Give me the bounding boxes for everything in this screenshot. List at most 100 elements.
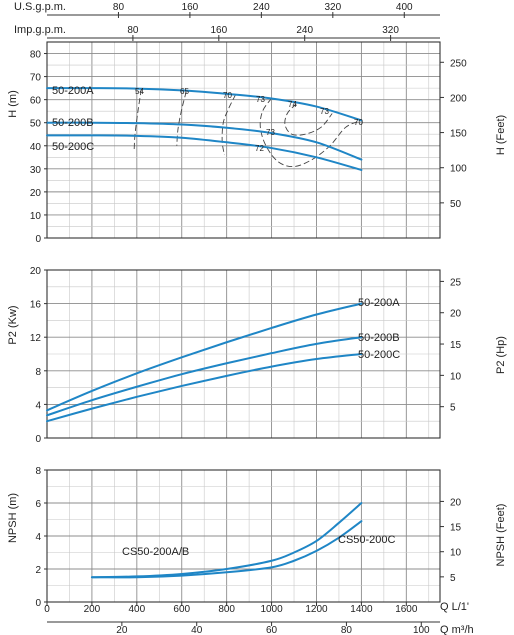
bottom-tick-label: 20 — [116, 625, 128, 635]
bottom-axes: 0 200 400 600 800 1000 1200 1400 1600 20 40 60 80 10… — [44, 601, 473, 635]
series-label-50-200A-head: 50-200A — [52, 85, 94, 97]
bottom-tick-label: 200 — [84, 604, 101, 615]
series-label-CS50-200C: CS50-200C — [338, 534, 396, 546]
y-tick-label-right: 5 — [450, 573, 456, 584]
head-y-label-right: H (Feet) — [495, 115, 507, 155]
usgpm-axis-label: U.S.g.p.m. — [14, 1, 66, 13]
eff-label: 70 — [354, 118, 363, 127]
efficiency-contour — [259, 97, 362, 168]
head-y-ticks-right: 50 100 150 200 250 — [440, 58, 467, 210]
bottom-tick-label: 1400 — [350, 604, 373, 615]
power-y-ticks: 0 4 8 12 16 20 — [30, 266, 47, 445]
y-tick-label-right: 5 — [450, 403, 456, 414]
y-tick-label: 30 — [30, 165, 42, 176]
npsh-y-label: NPSH (m) — [7, 493, 19, 543]
impgpm-axis-label: Imp.g.p.m. — [14, 24, 66, 36]
top-axes: U.S.g.p.m. Imp.g.p.m. 80 160 240 320 400 80 1… — [14, 1, 440, 41]
series-line-50-200A — [46, 302, 363, 412]
y-tick-label-right: 20 — [450, 497, 462, 508]
y-tick-label-right: 250 — [450, 58, 467, 69]
m3h-axis-label: Q m³/h — [440, 624, 474, 635]
power-y-ticks-right: 5 10 15 20 25 — [440, 277, 462, 414]
efficiency-contour — [284, 103, 333, 136]
eff-label: 74 — [288, 100, 297, 109]
y-tick-label-right: 150 — [450, 129, 467, 140]
y-tick-label: 16 — [30, 300, 42, 311]
efficiency-contour — [176, 91, 187, 146]
bottom-tick-label: 40 — [191, 625, 203, 635]
y-tick-label-right: 50 — [450, 199, 462, 210]
top-tick-label: 320 — [382, 25, 399, 36]
series-line-50-200C — [46, 353, 363, 423]
y-tick-label: 0 — [35, 598, 41, 609]
series-label-50-200B-head: 50-200B — [52, 117, 94, 129]
series-label-50-200A-power: 50-200A — [358, 297, 400, 309]
y-tick-label: 8 — [35, 466, 41, 477]
efficiency-contour — [133, 89, 142, 151]
y-tick-label-right: 20 — [450, 309, 462, 320]
power-y-label: P2 (Kw) — [7, 305, 19, 344]
npsh-y-ticks: 0 2 4 6 8 — [35, 466, 47, 609]
series-label-50-200C-power: 50-200C — [358, 349, 400, 361]
top-tick-label: 160 — [210, 25, 227, 36]
y-tick-label: 2 — [35, 565, 41, 576]
y-tick-label: 6 — [35, 499, 41, 510]
y-tick-label-right: 25 — [450, 277, 462, 288]
y-tick-label: 12 — [30, 333, 42, 344]
y-tick-label: 70 — [30, 73, 42, 84]
efficiency-contours — [133, 89, 362, 168]
bottom-tick-label: 100 — [413, 625, 430, 635]
y-tick-label-right: 10 — [450, 371, 462, 382]
series-line-50-200A — [46, 87, 363, 122]
eff-label: 73 — [256, 95, 265, 104]
y-tick-label-right: 15 — [450, 523, 462, 534]
usgpm-ticks: 80 160 240 320 400 — [47, 2, 440, 18]
y-tick-label: 40 — [30, 142, 42, 153]
bottom-tick-label: 600 — [173, 604, 190, 615]
power-curves — [46, 302, 363, 423]
plot-frame — [46, 269, 441, 439]
y-tick-label: 10 — [30, 211, 42, 222]
y-tick-label: 60 — [30, 96, 42, 107]
top-tick-label: 240 — [296, 25, 313, 36]
y-tick-label-right: 15 — [450, 340, 462, 351]
eff-label: 73 — [266, 128, 275, 137]
power-grid — [46, 269, 441, 439]
head-y-ticks: 0 10 20 30 40 50 60 70 80 — [30, 50, 47, 245]
eff-label: 73 — [320, 107, 329, 116]
bottom-tick-label: 0 — [44, 604, 50, 615]
plot-frame — [46, 41, 441, 239]
series-line-50-200B — [46, 336, 363, 417]
eff-label: 70 — [223, 91, 232, 100]
bottom-tick-label: 1000 — [260, 604, 283, 615]
top-tick-label: 400 — [396, 2, 413, 13]
top-tick-label: 320 — [324, 2, 341, 13]
power-y-label-right: P2 (Hp) — [495, 336, 507, 374]
lpm-ticks: 0 200 400 600 800 1000 1200 1400 1600 — [44, 602, 418, 615]
top-tick-label: 160 — [182, 2, 199, 13]
y-tick-label: 20 — [30, 188, 42, 199]
eff-label: 54 — [135, 87, 144, 96]
series-label-CS50-200AB: CS50-200A/B — [122, 546, 189, 558]
bottom-tick-label: 1200 — [305, 604, 328, 615]
series-line-50-200C — [46, 134, 363, 171]
npsh-panel: 0 2 4 6 8 5 10 15 20 NPSH (m) NPSH (Feet) CS50-… — [7, 466, 507, 609]
top-tick-label: 240 — [253, 2, 270, 13]
power-panel: 0 4 8 12 16 20 5 10 15 20 25 P2 (Kw) P2 (Hp) 50-2… — [7, 266, 507, 445]
series-line-CS50-200A/B — [90, 502, 363, 579]
series-label-50-200C-head: 50-200C — [52, 141, 94, 153]
impgpm-ticks: 80 160 240 320 — [47, 25, 440, 41]
npsh-y-label-right: NPSH (Feet) — [495, 504, 507, 567]
y-tick-label: 0 — [35, 434, 41, 445]
eff-label: 72 — [255, 144, 264, 153]
y-tick-label: 4 — [35, 532, 41, 543]
head-y-label: H (m) — [7, 90, 19, 118]
head-grid — [46, 41, 441, 239]
series-label-50-200B-power: 50-200B — [358, 332, 400, 344]
bottom-tick-label: 80 — [341, 625, 353, 635]
series-line-50-200B — [46, 121, 363, 161]
y-tick-label-right: 10 — [450, 548, 462, 559]
head-curves — [46, 87, 363, 171]
y-tick-label: 8 — [35, 367, 41, 378]
